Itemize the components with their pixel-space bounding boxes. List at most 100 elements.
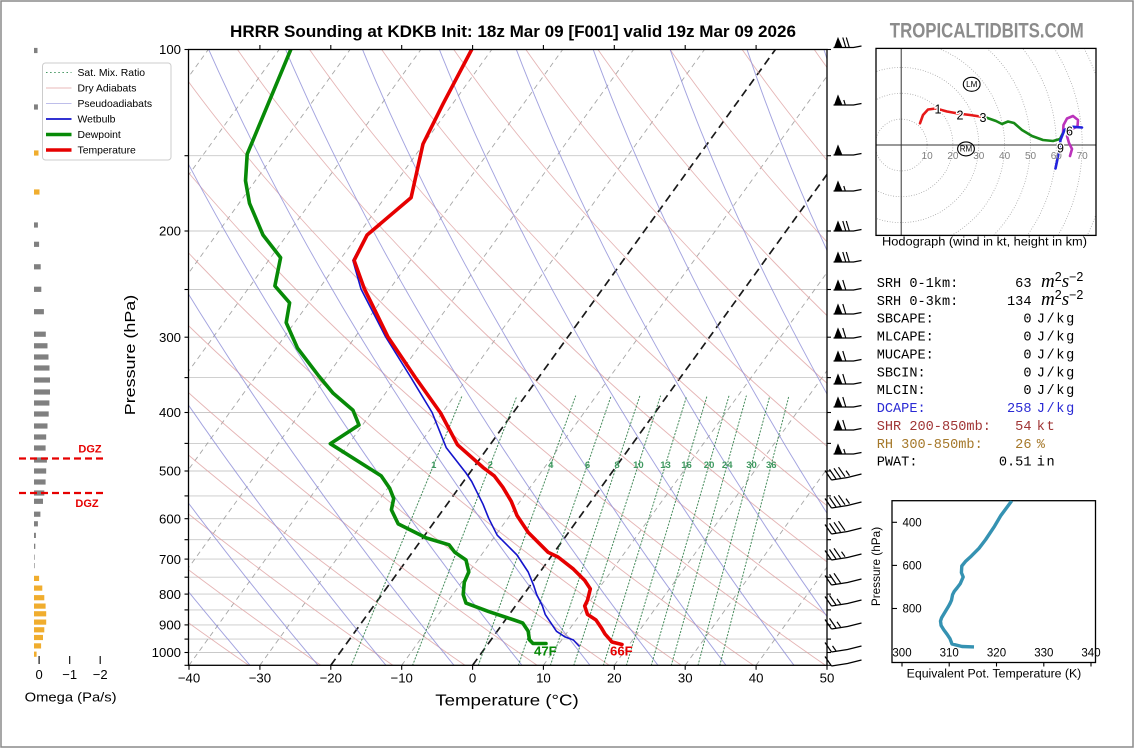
svg-text:−40: −40 <box>178 671 200 686</box>
svg-text:Dewpoint: Dewpoint <box>78 130 121 141</box>
svg-text:30: 30 <box>678 671 693 686</box>
svg-text:J/kg: J/kg <box>1037 313 1076 328</box>
svg-text:J/kg: J/kg <box>1037 384 1076 399</box>
svg-text:Pseudoadiabats: Pseudoadiabats <box>78 99 153 110</box>
svg-text:Omega (Pa/s): Omega (Pa/s) <box>25 690 117 705</box>
svg-text:200: 200 <box>159 224 181 239</box>
svg-text:40: 40 <box>749 671 764 686</box>
svg-text:J/kg: J/kg <box>1037 402 1076 417</box>
svg-text:300: 300 <box>159 330 181 345</box>
svg-text:Hodograph (wind in kt, height: Hodograph (wind in kt, height in km) <box>882 235 1087 249</box>
svg-text:Dry Adiabats: Dry Adiabats <box>78 84 137 95</box>
svg-text:in: in <box>1037 456 1057 471</box>
svg-text:MUCAPE:: MUCAPE: <box>877 348 934 363</box>
svg-text:m2s−2: m2s−2 <box>1041 288 1083 310</box>
svg-text:340: 340 <box>1081 648 1100 660</box>
svg-text:Temperature: Temperature <box>78 146 137 157</box>
svg-text:1: 1 <box>431 460 437 471</box>
svg-text:800: 800 <box>903 604 922 616</box>
svg-text:0.51: 0.51 <box>999 456 1032 471</box>
svg-text:50: 50 <box>1025 151 1037 162</box>
svg-text:310: 310 <box>940 648 959 660</box>
svg-text:20: 20 <box>947 151 959 162</box>
svg-text:100: 100 <box>159 42 181 57</box>
svg-text:Pressure (hPa): Pressure (hPa) <box>869 527 883 606</box>
svg-text:6: 6 <box>1066 125 1073 139</box>
svg-text:10: 10 <box>922 151 934 162</box>
svg-text:TROPICALTIDBITS.COM: TROPICALTIDBITS.COM <box>890 19 1084 43</box>
svg-text:30: 30 <box>746 460 757 471</box>
svg-text:HRRR Sounding at KDKB Init: 18: HRRR Sounding at KDKB Init: 18z Mar 09 [… <box>230 23 796 41</box>
svg-text:26: 26 <box>1015 438 1031 453</box>
svg-text:−1: −1 <box>62 667 77 682</box>
svg-text:−10: −10 <box>391 671 413 686</box>
svg-text:330: 330 <box>1034 648 1053 660</box>
svg-text:24: 24 <box>722 460 733 471</box>
svg-text:20: 20 <box>607 671 622 686</box>
svg-text:8: 8 <box>614 460 619 471</box>
svg-text:134: 134 <box>1007 295 1031 310</box>
svg-text:0: 0 <box>1023 331 1031 346</box>
svg-text:10: 10 <box>536 671 551 686</box>
svg-text:kt: kt <box>1037 420 1057 435</box>
svg-text:DCAPE:: DCAPE: <box>877 402 926 417</box>
svg-text:0: 0 <box>1023 384 1031 399</box>
svg-text:SRH 0-3km:: SRH 0-3km: <box>877 295 959 310</box>
svg-text:13: 13 <box>660 460 671 471</box>
svg-text:%: % <box>1037 438 1047 453</box>
svg-text:0: 0 <box>1023 348 1031 363</box>
svg-text:1: 1 <box>935 103 942 117</box>
svg-text:70: 70 <box>1077 151 1089 162</box>
svg-text:Pressure (hPa): Pressure (hPa) <box>122 295 139 416</box>
svg-text:300: 300 <box>892 648 911 660</box>
svg-text:4: 4 <box>548 460 554 471</box>
svg-text:6: 6 <box>585 460 590 471</box>
svg-text:66F: 66F <box>610 644 633 659</box>
svg-text:600: 600 <box>903 560 922 572</box>
svg-text:63: 63 <box>1015 277 1031 292</box>
svg-text:−20: −20 <box>320 671 342 686</box>
svg-text:SHR 200-850mb:: SHR 200-850mb: <box>877 420 991 435</box>
svg-text:10: 10 <box>633 460 644 471</box>
svg-text:0: 0 <box>469 671 476 686</box>
svg-text:m2s−2: m2s−2 <box>1041 270 1083 292</box>
svg-text:50: 50 <box>820 671 835 686</box>
svg-text:47F: 47F <box>534 644 557 659</box>
svg-text:320: 320 <box>987 648 1006 660</box>
svg-text:400: 400 <box>903 517 922 529</box>
svg-text:0: 0 <box>1023 313 1031 328</box>
svg-text:LM: LM <box>966 80 977 89</box>
svg-text:SBCAPE:: SBCAPE: <box>877 313 934 328</box>
svg-text:J/kg: J/kg <box>1037 366 1076 381</box>
svg-text:RH 300-850mb:: RH 300-850mb: <box>877 438 983 453</box>
svg-text:0: 0 <box>35 667 42 682</box>
svg-text:60: 60 <box>1051 151 1063 162</box>
svg-text:J/kg: J/kg <box>1037 348 1076 363</box>
svg-text:258: 258 <box>1007 402 1031 417</box>
svg-text:30: 30 <box>973 151 985 162</box>
svg-text:0: 0 <box>1023 366 1031 381</box>
svg-text:DGZ: DGZ <box>75 498 99 510</box>
svg-text:54: 54 <box>1015 420 1031 435</box>
svg-text:Sat. Mix. Ratio: Sat. Mix. Ratio <box>78 68 146 79</box>
svg-text:900: 900 <box>159 618 181 633</box>
svg-text:MLCAPE:: MLCAPE: <box>877 331 934 346</box>
svg-text:RM: RM <box>960 145 973 154</box>
svg-text:−30: −30 <box>249 671 271 686</box>
svg-text:SRH 0-1km:: SRH 0-1km: <box>877 277 959 292</box>
svg-text:40: 40 <box>999 151 1011 162</box>
svg-text:3: 3 <box>980 111 987 125</box>
svg-text:400: 400 <box>159 405 181 420</box>
svg-text:20: 20 <box>704 460 715 471</box>
svg-text:500: 500 <box>159 464 181 479</box>
svg-text:2: 2 <box>488 460 493 471</box>
svg-text:36: 36 <box>766 460 777 471</box>
svg-text:600: 600 <box>159 511 181 526</box>
svg-text:Temperature (°C): Temperature (°C) <box>435 693 579 710</box>
svg-text:J/kg: J/kg <box>1037 331 1076 346</box>
svg-text:700: 700 <box>159 552 181 567</box>
svg-text:DGZ: DGZ <box>78 444 102 456</box>
svg-text:SBCIN:: SBCIN: <box>877 366 926 381</box>
svg-text:PWAT:: PWAT: <box>877 456 918 471</box>
svg-text:2: 2 <box>957 109 964 123</box>
